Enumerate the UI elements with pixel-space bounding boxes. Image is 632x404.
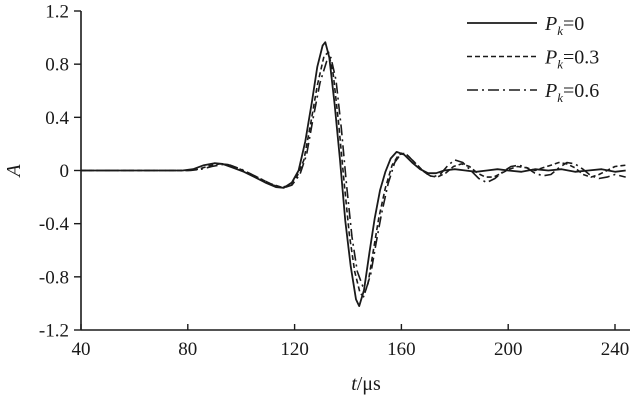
x-axis-title: t/μs <box>351 373 381 395</box>
y-tick-label: 0 <box>60 161 70 182</box>
y-tick-label: 0.4 <box>45 108 69 129</box>
series-line-dashdot <box>81 56 626 290</box>
x-tick-label: 240 <box>601 339 630 360</box>
legend-label: Pk=0.6 <box>544 80 599 105</box>
x-tick-label: 80 <box>178 339 197 360</box>
y-axis-title: A <box>3 164 25 179</box>
x-tick-label: 120 <box>280 339 309 360</box>
y-tick-label: -1.2 <box>39 321 69 342</box>
x-tick-label: 200 <box>494 339 523 360</box>
y-tick-label: -0.8 <box>39 267 69 288</box>
y-tick-label: 1.2 <box>45 2 69 23</box>
y-tick-label: -0.4 <box>39 214 70 235</box>
x-tick-label: 40 <box>72 339 91 360</box>
x-tick-label: 160 <box>387 339 416 360</box>
legend-label: Pk=0 <box>544 13 584 38</box>
y-tick-label: 0.8 <box>45 55 69 76</box>
series-line-solid <box>81 41 626 308</box>
series-line-dashed <box>81 51 626 298</box>
legend-label: Pk=0.3 <box>544 47 599 72</box>
